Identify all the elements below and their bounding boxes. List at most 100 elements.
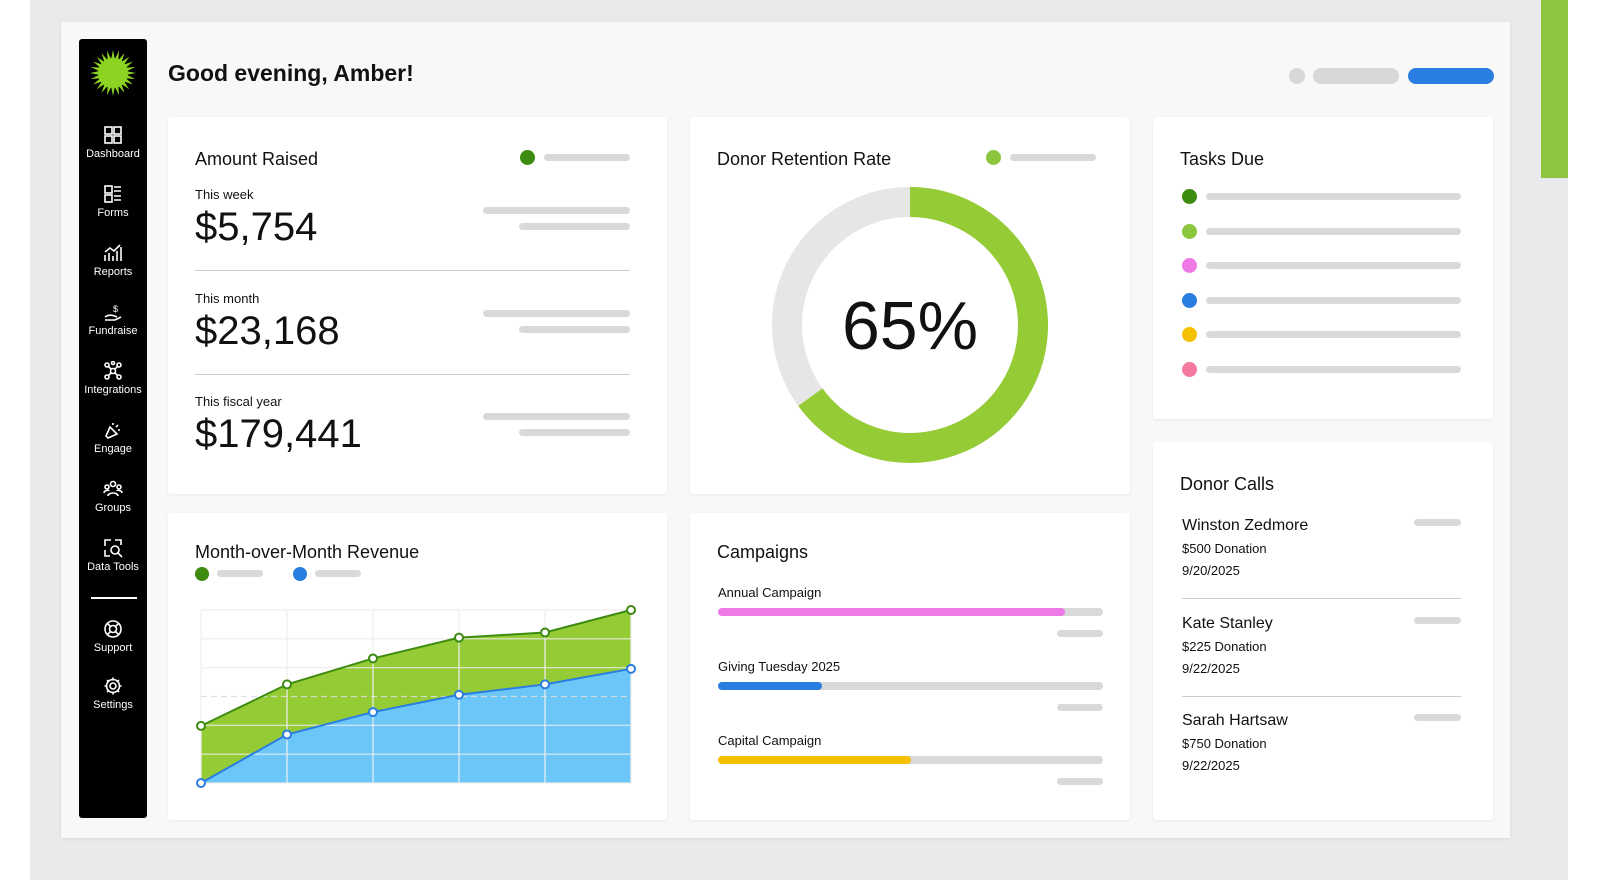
data-point[interactable] <box>282 679 292 690</box>
task-placeholder <box>1206 193 1461 200</box>
accent-strip <box>1541 0 1568 178</box>
task-status-dot <box>1182 258 1197 273</box>
legend-label-placeholder <box>217 570 263 577</box>
data-point[interactable] <box>368 653 378 664</box>
sidebar-divider <box>91 597 137 599</box>
donor-retention-card: Donor Retention Rate 65% <box>690 117 1130 494</box>
campaign-progress-bar <box>718 756 1103 764</box>
divider <box>1182 598 1461 599</box>
sidebar-item-dashboard[interactable]: Dashboard <box>79 125 147 160</box>
sidebar-item-support[interactable]: Support <box>79 619 147 654</box>
data-point[interactable] <box>626 663 636 674</box>
task-status-dot <box>1182 361 1197 377</box>
legend-label-placeholder <box>315 570 361 577</box>
sidebar-item-label: Support <box>93 642 133 654</box>
data-point[interactable] <box>196 720 206 731</box>
row-value: $5,754 <box>195 205 318 249</box>
placeholder-bar <box>1010 154 1096 161</box>
row-value: $179,441 <box>195 412 362 456</box>
placeholder-bar <box>483 413 630 420</box>
row-value: $23,168 <box>195 309 340 353</box>
task-placeholder <box>1206 331 1461 338</box>
page-title: Good evening, Amber! <box>168 60 414 86</box>
sidebar-item-label: Reports <box>93 266 133 278</box>
placeholder-bar <box>1414 714 1461 721</box>
campaign-progress-bar <box>718 682 1103 690</box>
donor-name: Kate Stanley <box>1182 614 1273 632</box>
hand-dollar-icon: $ <box>104 304 122 321</box>
campaign-name: Capital Campaign <box>718 733 822 748</box>
grid-icon <box>104 126 122 144</box>
series-line <box>200 667 632 784</box>
data-point[interactable] <box>368 707 378 718</box>
task-placeholder <box>1206 227 1461 235</box>
task-status-dot <box>1182 223 1197 239</box>
donut-progress <box>772 187 1048 463</box>
series-line <box>200 609 632 727</box>
placeholder-bar <box>1057 630 1103 637</box>
row-label: This week <box>195 187 254 202</box>
card-title: Donor Calls <box>1180 474 1275 494</box>
placeholder-bar <box>519 429 630 436</box>
sidebar-item-fundraise[interactable]: $ Fundraise <box>79 302 147 337</box>
sidebar-item-integrations[interactable]: Integrations <box>79 361 147 396</box>
campaign-name: Giving Tuesday 2025 <box>718 659 841 674</box>
sidebar-item-label: Data Tools <box>87 561 139 573</box>
donation-amount: $750 Donation <box>1182 736 1267 751</box>
call-date: 9/22/2025 <box>1182 660 1240 676</box>
gear-icon <box>104 677 122 695</box>
placeholder-bar <box>1414 519 1461 526</box>
task-status-dot <box>1182 189 1197 204</box>
data-search-icon <box>104 539 123 558</box>
donor-name: Winston Zedmore <box>1182 517 1309 534</box>
svg-text:$: $ <box>113 304 118 314</box>
card-title: Tasks Due <box>1180 149 1265 169</box>
row-label: This month <box>195 291 260 306</box>
data-point[interactable] <box>540 627 550 638</box>
placeholder-bar <box>1057 778 1103 785</box>
call-date: 9/22/2025 <box>1182 758 1240 773</box>
background <box>0 0 30 880</box>
task-status-dot <box>1182 327 1197 342</box>
task-status-dot <box>1182 292 1197 308</box>
network-icon <box>104 361 122 380</box>
header-indicator[interactable] <box>1289 68 1305 84</box>
sidebar-item-reports[interactable]: Reports <box>79 243 147 278</box>
chart-icon <box>104 244 122 261</box>
header-placeholder-button[interactable] <box>1313 68 1399 84</box>
card-title: Donor Retention Rate <box>717 149 892 169</box>
sidebar-item-engage[interactable]: Engage <box>79 420 147 455</box>
campaign-progress-fill <box>718 608 1065 616</box>
sidebar-item-groups[interactable]: Groups <box>79 479 147 514</box>
data-point[interactable] <box>626 605 636 615</box>
data-point[interactable] <box>454 689 464 700</box>
data-point[interactable] <box>454 632 464 643</box>
placeholder-bar <box>519 326 630 333</box>
megaphone-icon <box>105 423 120 439</box>
logo-icon <box>90 50 136 96</box>
card-title: Campaigns <box>717 542 809 562</box>
data-point[interactable] <box>196 778 206 788</box>
sidebar-item-forms[interactable]: Forms <box>79 184 147 219</box>
sidebar-item-label: Settings <box>93 699 133 711</box>
sidebar-item-data-tools[interactable]: Data Tools <box>79 538 147 573</box>
divider <box>195 374 630 375</box>
row-label: This fiscal year <box>195 394 282 409</box>
donation-amount: $500 Donation <box>1182 541 1267 556</box>
header-primary-button[interactable] <box>1408 68 1494 84</box>
background <box>1568 0 1600 880</box>
revenue-card: Month-over-Month Revenue <box>168 513 667 820</box>
legend-dot <box>293 567 307 581</box>
people-icon <box>103 480 123 497</box>
sidebar-item-settings[interactable]: Settings <box>79 676 147 711</box>
revenue-chart <box>196 605 636 788</box>
sidebar: Dashboard Forms Reports $ Fundraise Integrati… <box>79 39 147 818</box>
card-title: Month-over-Month Revenue <box>195 542 420 562</box>
placeholder-bar <box>483 207 630 214</box>
donation-amount: $225 Donation <box>1182 638 1267 654</box>
retention-value: 65% <box>841 288 979 364</box>
data-point[interactable] <box>282 729 292 740</box>
data-point[interactable] <box>540 679 550 690</box>
campaign-progress-fill <box>718 682 822 690</box>
placeholder-bar <box>1057 704 1103 711</box>
